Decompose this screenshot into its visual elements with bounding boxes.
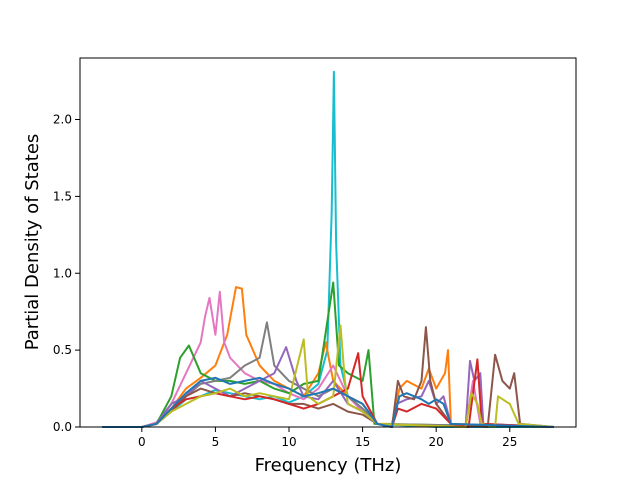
x-tick-label: 0 bbox=[138, 435, 146, 449]
y-tick-label: 1.0 bbox=[53, 266, 72, 280]
series-line-10 bbox=[102, 376, 554, 428]
x-tick-label: 25 bbox=[502, 435, 517, 449]
series-line-4 bbox=[102, 281, 554, 428]
x-axis-label: Frequency (THz) bbox=[255, 455, 402, 476]
x-tick-label: 20 bbox=[429, 435, 444, 449]
y-tick-label: 0.5 bbox=[53, 343, 72, 357]
x-tick-label: 15 bbox=[355, 435, 370, 449]
y-tick-label: 0.0 bbox=[53, 420, 72, 434]
series-line-7 bbox=[102, 326, 554, 428]
y-axis-label: Partial Density of States bbox=[22, 134, 43, 351]
x-axis-ticks: 0 5 10 15 20 25 bbox=[138, 427, 517, 449]
y-axis-ticks: 0.0 0.5 1.0 1.5 2.0 bbox=[53, 113, 80, 434]
x-tick-label: 10 bbox=[281, 435, 296, 449]
plot-lines bbox=[102, 70, 554, 428]
x-tick-label: 5 bbox=[212, 435, 220, 449]
y-tick-label: 1.5 bbox=[53, 189, 72, 203]
plot-frame bbox=[79, 57, 577, 428]
y-tick-label: 2.0 bbox=[53, 113, 72, 127]
